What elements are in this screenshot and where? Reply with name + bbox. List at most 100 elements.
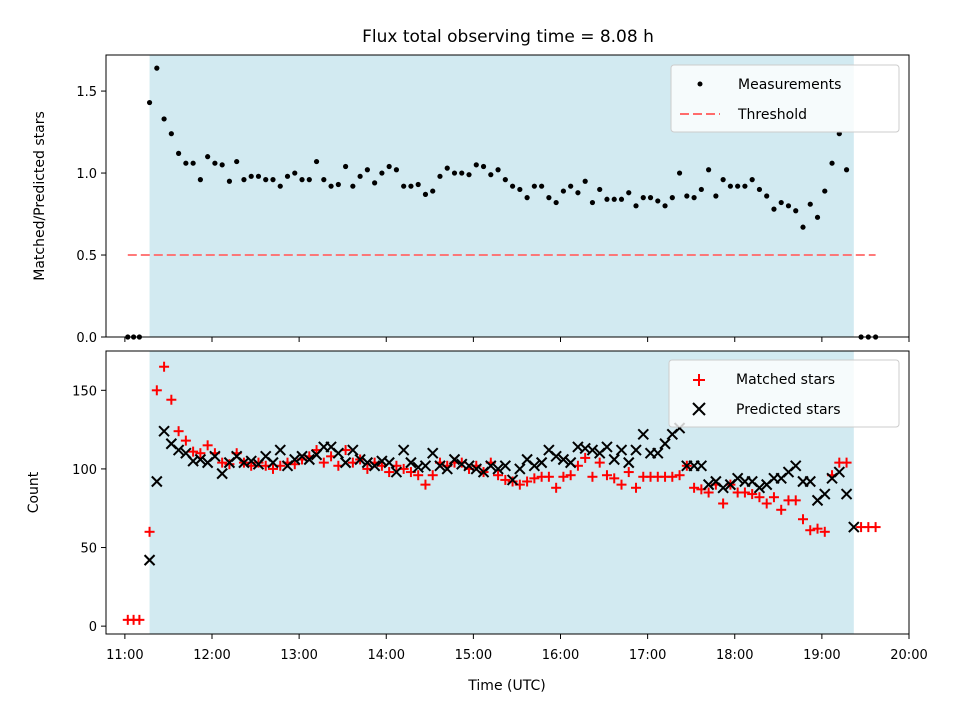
x-axis-label: Time (UTC) — [467, 678, 545, 694]
predicted-stars-point — [557, 453, 570, 466]
predicted-stars-point — [209, 450, 221, 463]
top-panel: 0.0 0.5 1.0 1.5 Matched/Predicted stars Mea… — [32, 54, 910, 346]
matched-stars-point — [413, 470, 424, 481]
top-x-ticks — [124, 337, 910, 342]
measurements-point — [669, 195, 675, 201]
measurements-point — [422, 191, 429, 197]
y-tick-label: 100 — [72, 463, 97, 478]
y-tick-label: 1.5 — [76, 85, 97, 100]
x-tick-label: 20:00 — [890, 648, 927, 663]
measurements-point — [328, 183, 334, 189]
measurements-point — [306, 177, 312, 183]
measurements-point — [749, 177, 755, 183]
matched-stars-point — [543, 471, 554, 482]
predicted-stars-point — [659, 438, 671, 450]
measurements-point — [212, 160, 218, 166]
predicted-stars-point — [427, 447, 439, 459]
predicted-stars-point — [623, 456, 635, 469]
measurements-point — [720, 177, 726, 183]
matched-stars-point — [134, 614, 145, 625]
x-tick-label: 14:00 — [368, 648, 405, 663]
predicted-stars-point — [550, 450, 562, 463]
matched-stars-point — [841, 457, 852, 468]
matched-stars-point — [609, 473, 620, 484]
predicted-stars-point — [717, 482, 729, 494]
measurements-point — [350, 183, 356, 189]
measurements-point — [785, 203, 792, 209]
measurements-point — [633, 203, 639, 209]
measurements-point — [698, 186, 704, 193]
measurements-point — [764, 193, 770, 199]
predicted-stars-point — [615, 444, 628, 456]
legend-matched-marker — [693, 374, 705, 386]
measurements-point — [662, 203, 668, 209]
predicted-stars-point — [267, 456, 279, 469]
predicted-stars-point — [361, 456, 374, 469]
predicted-stars-point — [637, 428, 649, 441]
predicted-stars-point — [172, 444, 185, 456]
matched-stars-point — [565, 470, 576, 481]
measurements-point — [401, 183, 407, 189]
predicted-stars-point — [303, 453, 315, 466]
measurements-point — [408, 183, 414, 189]
bottom-legend-box — [668, 359, 900, 428]
predicted-stars-point — [499, 460, 512, 472]
matched-stars-point — [587, 471, 598, 482]
matched-stars-point — [558, 471, 569, 482]
measurements-point — [321, 177, 327, 183]
bottom-legend: Matched stars Predicted stars — [668, 359, 900, 428]
x-tick-label: 11:00 — [106, 648, 143, 663]
measurements-point — [284, 173, 291, 179]
matched-stars-point — [616, 479, 627, 490]
measurements-point — [604, 196, 610, 202]
measurements-point — [517, 186, 523, 193]
predicted-stars-point — [354, 453, 366, 466]
measurements-point — [575, 190, 581, 196]
matched-stars-point — [144, 526, 155, 537]
measurements-point — [357, 173, 363, 179]
measurements-point — [219, 162, 225, 168]
predicted-stars-point — [492, 463, 504, 475]
predicted-stars-point — [339, 456, 352, 469]
y-tick-label: 0.0 — [76, 331, 97, 346]
matched-stars-point — [754, 492, 765, 503]
matched-stars-point — [522, 476, 533, 487]
top-legend: Measurements Threshold — [670, 64, 900, 133]
matched-stars-point — [318, 457, 329, 468]
predicted-stars-point — [833, 466, 846, 478]
top-data-marks — [125, 65, 879, 340]
bottom-axes-frame — [105, 350, 910, 635]
x-tick-label: 13:00 — [280, 648, 317, 663]
measurements-point — [756, 186, 763, 193]
measurements-point — [161, 116, 167, 122]
bottom-y-axis-label: Count — [26, 471, 42, 513]
measurements-point — [335, 181, 341, 188]
predicted-stars-point — [216, 467, 228, 480]
predicted-stars-point — [463, 460, 475, 472]
bottom-x-ticks: 11:00 12:00 13:00 14:00 15:00 16:00 17:00 18:00… — [106, 634, 928, 663]
bottom-y-ticks: 0 50 100 150 — [72, 384, 106, 635]
predicted-stars-point — [419, 460, 432, 472]
y-tick-label: 0 — [89, 620, 97, 635]
predicted-stars-point — [274, 444, 286, 456]
matched-stars-point — [253, 457, 264, 468]
matched-stars-point — [747, 489, 758, 500]
predicted-stars-point — [289, 453, 301, 466]
measurements-point — [727, 183, 733, 189]
measurements-point — [647, 195, 654, 201]
top-legend-box — [670, 64, 900, 133]
measurements-point — [684, 193, 690, 199]
measurements-point — [546, 195, 552, 201]
predicted-stars-point — [470, 463, 482, 475]
predicted-stars-point — [535, 456, 548, 469]
measurements-point — [800, 224, 806, 230]
measurements-point — [292, 170, 298, 176]
measurements-point — [146, 99, 153, 106]
measurements-point — [502, 177, 508, 183]
matched-stars-point — [631, 482, 642, 493]
predicted-stars-point — [601, 441, 613, 453]
predicted-stars-point — [731, 472, 744, 485]
measurements-point — [822, 188, 828, 194]
matched-stars-point — [529, 473, 540, 484]
matched-stars-point — [703, 487, 714, 498]
